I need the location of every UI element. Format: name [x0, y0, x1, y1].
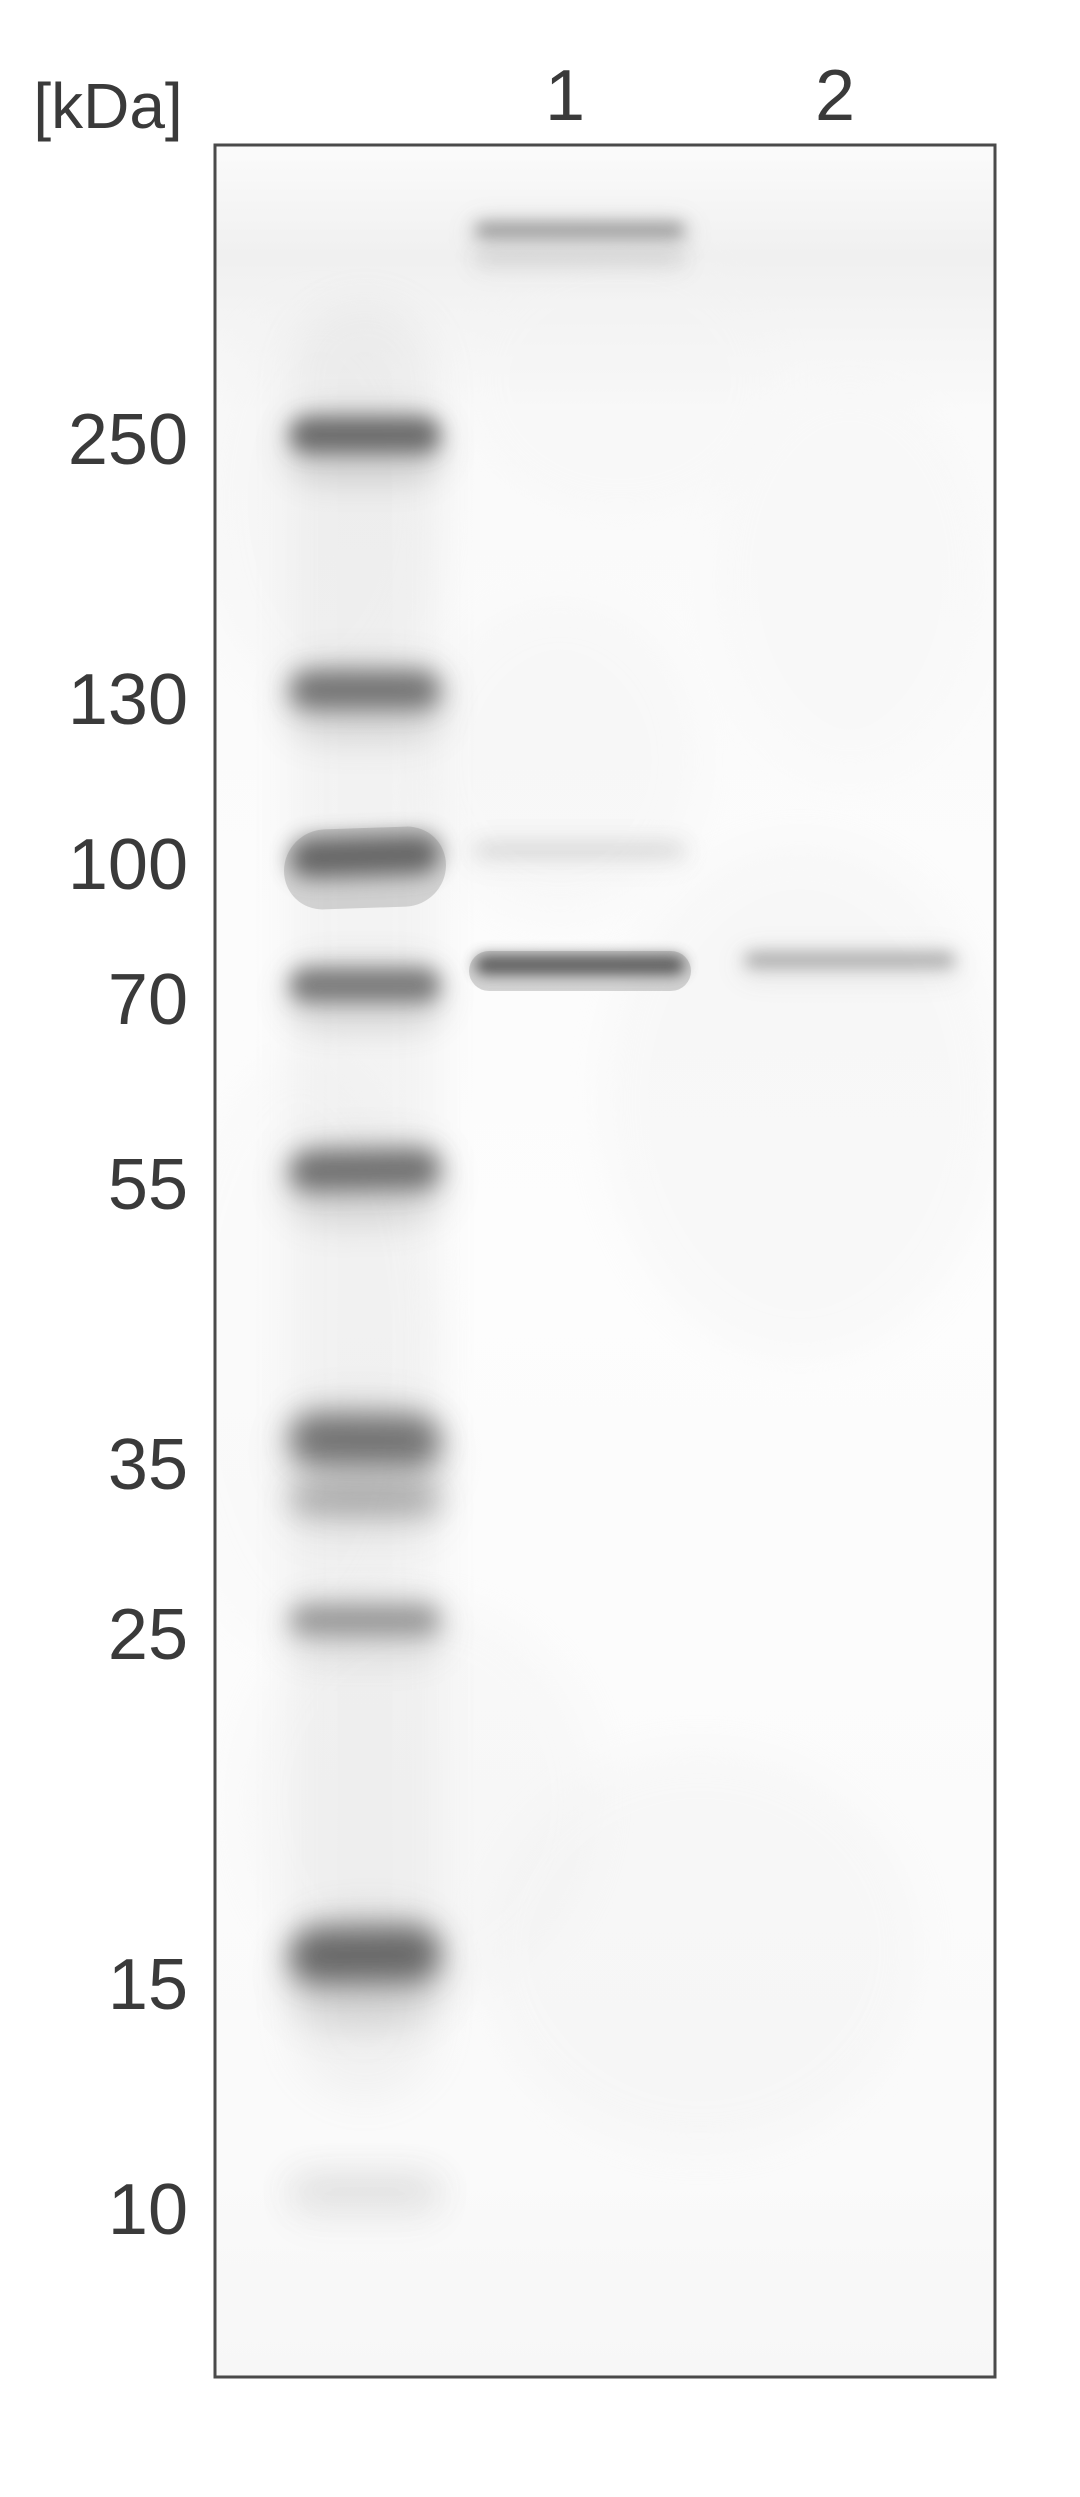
band — [284, 663, 446, 739]
marker-label: 100 — [68, 825, 188, 905]
band — [739, 950, 961, 978]
marker-label: 10 — [108, 2170, 188, 2250]
band — [469, 843, 691, 863]
marker-label: 70 — [108, 960, 188, 1040]
marker-label: 35 — [108, 1425, 188, 1505]
membrane-noise — [420, 600, 700, 920]
figure-container: [kDa] 1 2 250 130 100 70 55 35 25 15 10 — [0, 0, 1080, 2497]
marker-label: 130 — [68, 660, 188, 740]
membrane-noise — [600, 840, 1000, 1360]
marker-label: 25 — [108, 1595, 188, 1675]
band — [284, 1141, 446, 1224]
marker-label: 250 — [68, 400, 188, 480]
band — [469, 951, 691, 991]
band — [284, 1599, 446, 1659]
lane-label: 1 — [545, 56, 585, 136]
band — [284, 961, 446, 1029]
membrane-noise — [710, 380, 990, 780]
western-blot-figure: [kDa] 1 2 250 130 100 70 55 35 25 15 10 — [0, 0, 1080, 2497]
band — [469, 251, 691, 271]
band — [284, 410, 446, 482]
marker-label: 15 — [108, 1945, 188, 2025]
marker-label: 55 — [108, 1145, 188, 1225]
band — [284, 2170, 446, 2226]
band — [469, 220, 691, 248]
y-axis-unit-label: [kDa] — [33, 70, 182, 142]
band — [284, 825, 446, 911]
membrane-noise — [480, 1750, 920, 2150]
band — [284, 1915, 446, 2028]
band — [284, 1479, 446, 1539]
lane-label: 2 — [815, 56, 855, 136]
